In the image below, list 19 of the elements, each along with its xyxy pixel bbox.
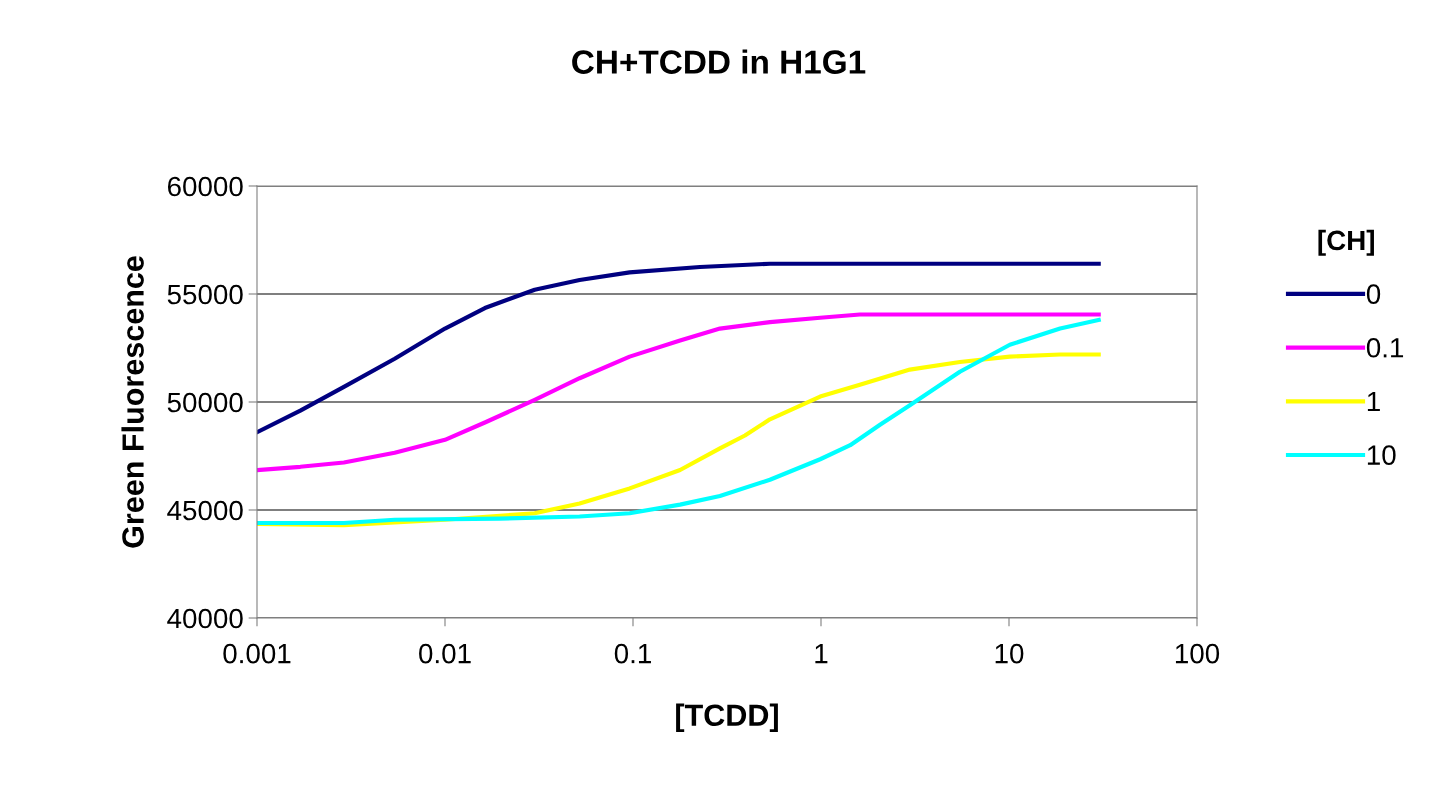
x-tick-label: 1 [815, 644, 828, 664]
y-tick-label: 45000 [167, 500, 243, 521]
y-tick-label: 50000 [167, 392, 243, 413]
x-tick-label: 0.01 [419, 643, 471, 664]
legend-label: 0 [1366, 284, 1381, 304]
legend-label: 0.1 [1366, 337, 1404, 358]
chart-title: CH+TCDD in H1G1 [572, 49, 866, 74]
y-axis-title: Green Fluorescence [121, 256, 144, 548]
x-axis-title: [TCDD] [676, 703, 778, 733]
y-tick-label: 60000 [167, 176, 243, 197]
x-tick-label: 100 [1175, 643, 1220, 664]
x-tick-label: 0.001 [223, 643, 291, 664]
legend-title: [CH] [1318, 229, 1374, 256]
x-tick-label: 0.1 [614, 643, 651, 664]
x-tick-label: 10 [995, 643, 1024, 664]
legend-label: 10 [1367, 445, 1396, 465]
legend-label: 1 [1367, 391, 1380, 412]
y-tick-label: 40000 [167, 608, 243, 629]
y-tick-label: 55000 [167, 284, 243, 305]
